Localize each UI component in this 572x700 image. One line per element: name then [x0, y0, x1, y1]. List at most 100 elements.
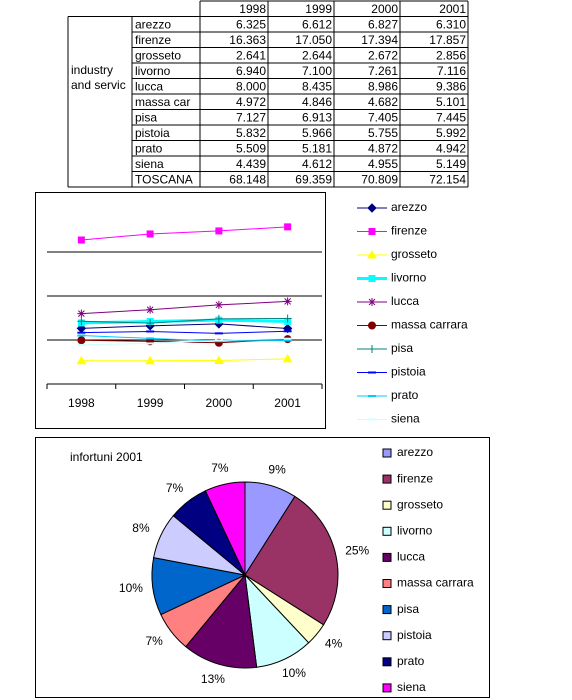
- series-line: [81, 317, 288, 324]
- legend-label: massa carrara: [391, 318, 468, 332]
- legend-marker: [368, 228, 376, 235]
- legend-label: livorno: [397, 523, 433, 537]
- table-cell: 4.439: [236, 157, 266, 171]
- marker: [283, 297, 292, 306]
- table-cell: 70.809: [361, 172, 398, 186]
- table-cell: 72.154: [429, 172, 466, 186]
- table-cell: 2.856: [436, 48, 466, 62]
- data-label: 10%: [119, 581, 143, 595]
- table-cell: 5.832: [236, 126, 266, 140]
- x-tick-label: 1998: [68, 396, 95, 410]
- marker: [283, 314, 292, 323]
- marker: [214, 355, 224, 364]
- legend-label: siena: [397, 680, 426, 694]
- legend-marker: [368, 298, 376, 306]
- legend-label: lucca: [391, 294, 419, 308]
- marker: [77, 317, 86, 326]
- row-label: siena: [135, 157, 164, 171]
- marker: [146, 230, 154, 238]
- table-cell: 6.827: [368, 17, 398, 31]
- row-label: firenze: [135, 33, 171, 47]
- table-cell: 4.942: [436, 141, 466, 155]
- marker: [214, 300, 223, 309]
- row-label: grosseto: [135, 48, 181, 62]
- table-cell: 6.325: [236, 17, 266, 31]
- row-label: lucca: [135, 79, 163, 93]
- legend-label: prato: [397, 654, 425, 668]
- table-cell: 7.116: [437, 64, 466, 78]
- table-cell: 4.846: [302, 95, 332, 109]
- data-label: 7%: [211, 461, 229, 475]
- table-cell: 2.644: [302, 48, 332, 62]
- data-label: 7%: [145, 634, 163, 648]
- column-header: 1998: [239, 2, 266, 16]
- table-cell: 2.641: [236, 48, 266, 62]
- legend-marker: [368, 275, 376, 282]
- pie-slice: [185, 573, 258, 669]
- table-cell: 17.050: [295, 33, 332, 47]
- chart-title: infortuni 2001: [70, 450, 143, 464]
- series-line: [81, 335, 288, 342]
- data-label: 25%: [345, 543, 369, 557]
- table-cell: 16.363: [229, 33, 266, 47]
- pie-slice: [244, 495, 339, 626]
- row-label: livorno: [135, 64, 171, 78]
- legend-label: livorno: [391, 271, 427, 285]
- legend-label: grosseto: [391, 247, 437, 261]
- table-cell: 5.755: [368, 126, 398, 140]
- group-label: industry: [71, 63, 113, 77]
- table-cell: 6.310: [436, 17, 466, 31]
- table-cell: 7.261: [368, 64, 398, 78]
- data-label: 8%: [132, 521, 150, 535]
- legend-swatch: [382, 605, 392, 615]
- marker: [215, 227, 223, 235]
- table-cell: 2.672: [368, 48, 398, 62]
- table-cell: 5.966: [302, 126, 332, 140]
- row-label: massa car: [135, 95, 190, 109]
- legend-swatch: [382, 631, 392, 641]
- marker: [146, 319, 155, 328]
- legend-label: prato: [391, 388, 419, 402]
- series-line: [81, 358, 288, 362]
- legend-swatch: [382, 657, 392, 667]
- table-cell: 7.445: [436, 110, 466, 124]
- data-label: 10%: [282, 666, 306, 680]
- table-cell: 5.992: [436, 126, 466, 140]
- series-line: [81, 300, 288, 315]
- row-label: arezzo: [135, 17, 171, 31]
- marker: [146, 305, 155, 314]
- marker: [145, 355, 155, 365]
- legend-marker: [368, 345, 376, 353]
- legend-label: lucca: [397, 550, 425, 564]
- legend-swatch: [382, 500, 392, 510]
- table-cell: 68.148: [229, 172, 266, 186]
- table-cell: 17.394: [361, 33, 398, 47]
- legend-marker: [367, 249, 377, 259]
- marker: [77, 236, 85, 244]
- column-header: 2000: [371, 2, 398, 16]
- table-cell: 8.435: [302, 79, 332, 93]
- legend-label: pisa: [391, 341, 413, 355]
- row-label: pisa: [135, 110, 157, 124]
- table-cell: 4.872: [368, 141, 398, 155]
- legend-label: pistoia: [397, 628, 432, 642]
- table-cell: 4.955: [368, 157, 398, 171]
- legend-marker: [368, 321, 376, 330]
- table-cell: 69.359: [295, 172, 332, 186]
- legend-label: pistoia: [391, 365, 426, 379]
- table-cell: 7.127: [236, 110, 266, 124]
- legend-marker: [367, 203, 377, 213]
- legend-label: firenze: [397, 471, 433, 485]
- x-tick-label: 1999: [137, 396, 164, 410]
- table-cell: 5.149: [436, 157, 466, 171]
- table-cell: 6.612: [302, 17, 332, 31]
- series-line: [81, 330, 288, 334]
- legend-swatch: [382, 526, 392, 536]
- row-label: TOSCANA: [135, 172, 193, 186]
- table-cell: 17.857: [429, 33, 466, 47]
- legend-swatch: [382, 683, 392, 693]
- table-cell: 5.509: [236, 141, 266, 155]
- legend-label: arezzo: [391, 200, 427, 214]
- table-cell: 8.986: [368, 79, 398, 93]
